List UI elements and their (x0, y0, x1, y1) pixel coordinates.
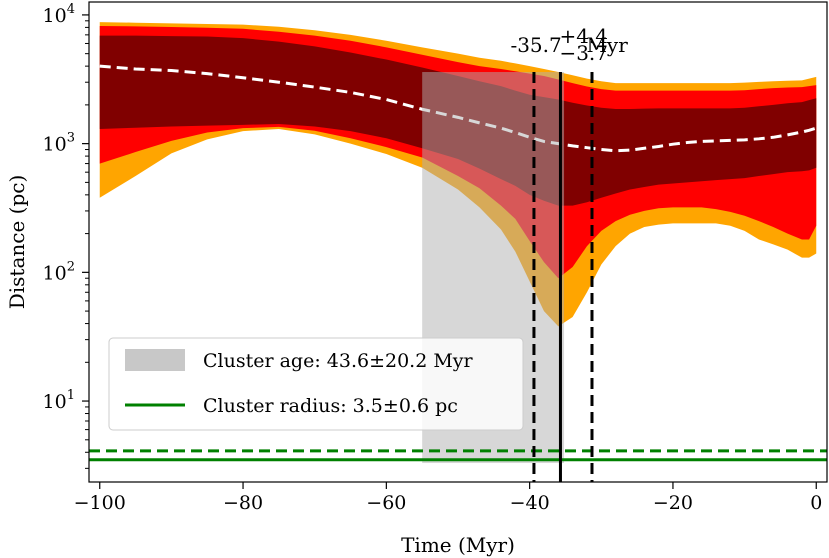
y-tick-exponent: 1 (67, 388, 75, 403)
legend: Cluster age: 43.6±20.2 Myr Cluster radiu… (108, 337, 524, 431)
plot-frame (88, 1, 828, 483)
x-tick-label: 0 (810, 492, 822, 514)
x-tick-label: −60 (366, 492, 406, 514)
legend-box (108, 337, 524, 431)
annotation-unit: Myr (586, 33, 628, 57)
y-tick-base: 10 (43, 262, 67, 284)
y-tick-exponent: 4 (67, 2, 75, 17)
y-tick-exponent: 2 (67, 259, 75, 274)
y-axis-label: Distance (pc) (5, 175, 29, 310)
y-tick-label: 103 (43, 131, 75, 156)
x-tick-label: −80 (223, 492, 263, 514)
x-axis-label: Time (Myr) (401, 533, 515, 557)
y-tick-base: 10 (43, 5, 67, 27)
annotation-layer: -35.7+4.4−3.7 Myr (510, 24, 628, 65)
y-tick-base: 10 (43, 391, 67, 413)
y-tick-label: 102 (43, 259, 75, 284)
x-tick-label: −40 (510, 492, 550, 514)
legend-age-label: Cluster age: 43.6±20.2 Myr (203, 350, 474, 372)
y-tick-base: 10 (43, 134, 67, 156)
annotation-lower-error: −3.7 (559, 41, 608, 65)
annotation-upper-error: +4.4 (559, 24, 608, 48)
y-tick-exponent: 3 (67, 131, 75, 146)
x-tick-label: −100 (74, 492, 126, 514)
annotation-value: -35.7 (510, 33, 561, 57)
legend-radius-label: Cluster radius: 3.5±0.6 pc (203, 395, 458, 417)
closest-approach-annotation: -35.7 (510, 33, 561, 57)
x-tick-label: −20 (653, 492, 693, 514)
legend-age-swatch (125, 349, 185, 371)
median-line (99, 64, 817, 153)
y-tick-label: 101 (43, 388, 75, 413)
y-tick-label: 104 (43, 2, 75, 27)
axes (88, 1, 828, 483)
